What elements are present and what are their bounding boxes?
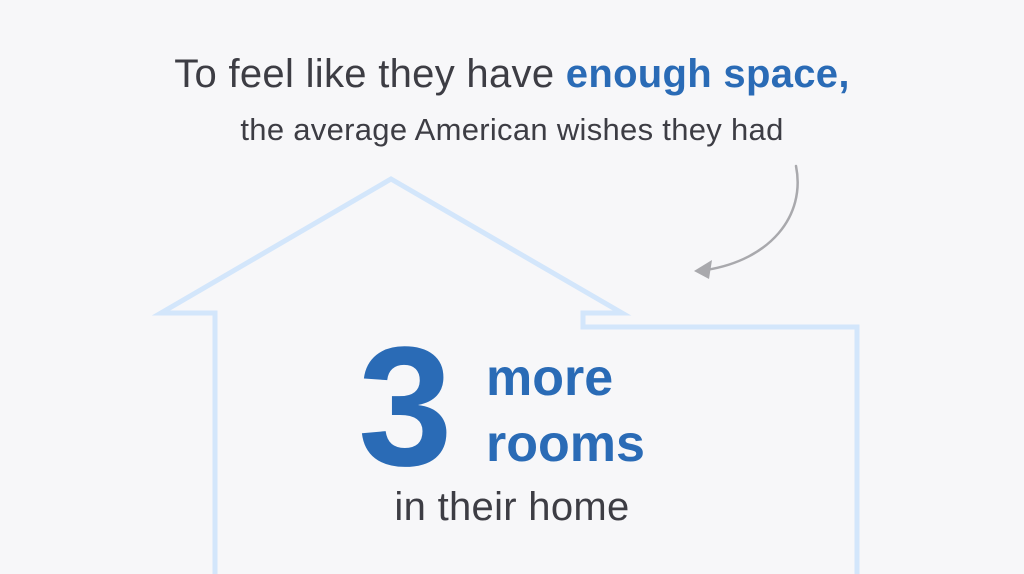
stat-number: 3 — [358, 312, 453, 502]
stat-line-more: more — [486, 349, 614, 407]
headline-prefix: To feel like they have — [174, 52, 566, 96]
stat-line-rooms: rooms — [486, 415, 645, 473]
headline-emphasis: enough space, — [565, 52, 850, 96]
stat-caption: in their home — [394, 485, 630, 529]
house-outline-icon — [151, 176, 860, 574]
curved-arrow-icon — [694, 164, 799, 279]
subline: the average American wishes they had — [240, 112, 784, 147]
headline: To feel like they have enough space, — [0, 52, 1024, 97]
